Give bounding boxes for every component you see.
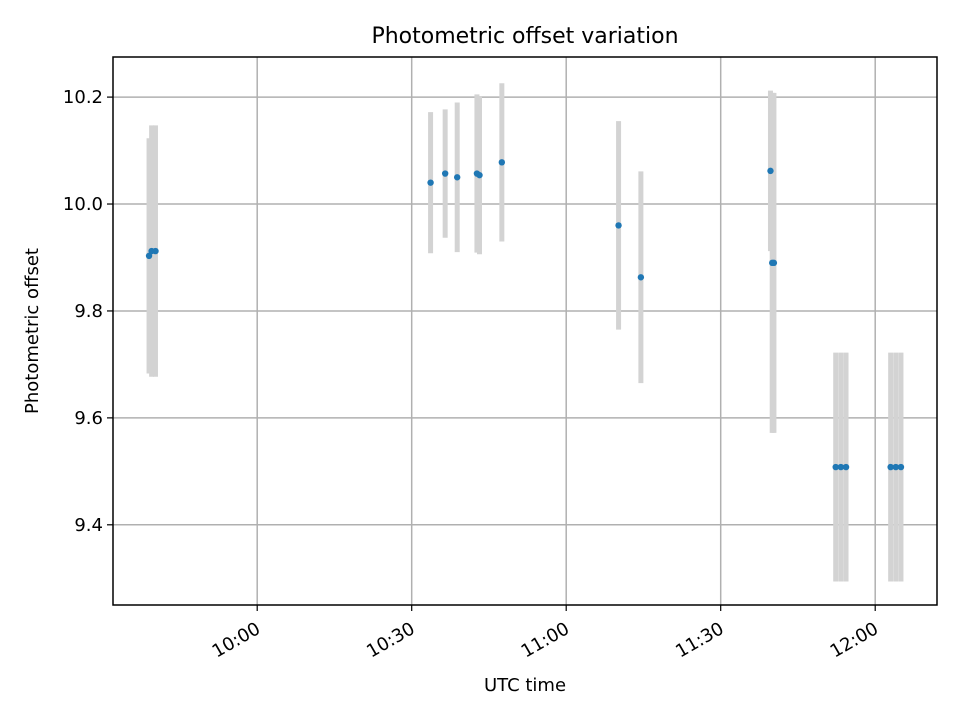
data-point bbox=[441, 170, 449, 177]
y-tick-label: 10.2 bbox=[63, 87, 103, 108]
grid-layer bbox=[113, 57, 937, 605]
tick-layer: 10:00 10:30 11:00 11:30 12:00 9.4 9.6 9.8 10.0 10… bbox=[63, 87, 882, 662]
data-point bbox=[476, 171, 483, 179]
data-point bbox=[887, 463, 894, 471]
point-layer bbox=[145, 159, 905, 471]
data-point bbox=[498, 159, 506, 166]
plot-frame bbox=[112, 56, 938, 606]
data-point bbox=[615, 222, 622, 229]
y-axis-label: Photometric offset bbox=[22, 248, 43, 414]
data-point bbox=[770, 259, 778, 267]
y-tick-label: 10.0 bbox=[63, 194, 103, 215]
chart-title: Photometric offset variation bbox=[371, 24, 678, 49]
data-point bbox=[427, 179, 434, 186]
data-point bbox=[767, 167, 774, 175]
x-tick-label: 11:30 bbox=[672, 618, 727, 662]
x-tick-label: 10:30 bbox=[363, 618, 418, 662]
data-point bbox=[637, 274, 645, 281]
x-axis-label: UTC time bbox=[484, 675, 566, 696]
y-tick-label: 9.4 bbox=[74, 515, 103, 536]
data-point bbox=[892, 463, 899, 471]
data-point bbox=[897, 463, 905, 471]
data-point bbox=[145, 252, 153, 260]
data-point bbox=[842, 463, 850, 471]
y-tick-label: 9.8 bbox=[74, 301, 103, 322]
data-point bbox=[152, 247, 159, 255]
x-tick-label: 12:00 bbox=[827, 618, 882, 662]
data-point bbox=[453, 174, 461, 181]
x-tick-label: 11:00 bbox=[518, 618, 573, 662]
y-tick-label: 9.6 bbox=[74, 408, 103, 429]
x-tick-label: 10:00 bbox=[209, 618, 264, 662]
errorbar-layer bbox=[146, 83, 904, 582]
data-point bbox=[837, 463, 845, 471]
data-point bbox=[832, 463, 839, 471]
